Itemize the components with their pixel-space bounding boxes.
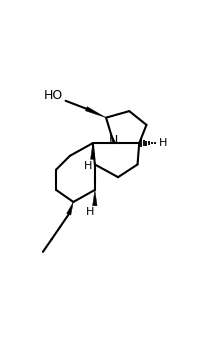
Text: HO: HO — [44, 90, 63, 103]
Text: N: N — [109, 134, 119, 147]
Text: H: H — [86, 208, 95, 218]
Polygon shape — [91, 143, 95, 159]
Text: H: H — [159, 138, 167, 148]
Polygon shape — [93, 190, 97, 206]
Polygon shape — [67, 202, 73, 215]
Polygon shape — [85, 107, 106, 118]
Text: H: H — [84, 161, 93, 171]
